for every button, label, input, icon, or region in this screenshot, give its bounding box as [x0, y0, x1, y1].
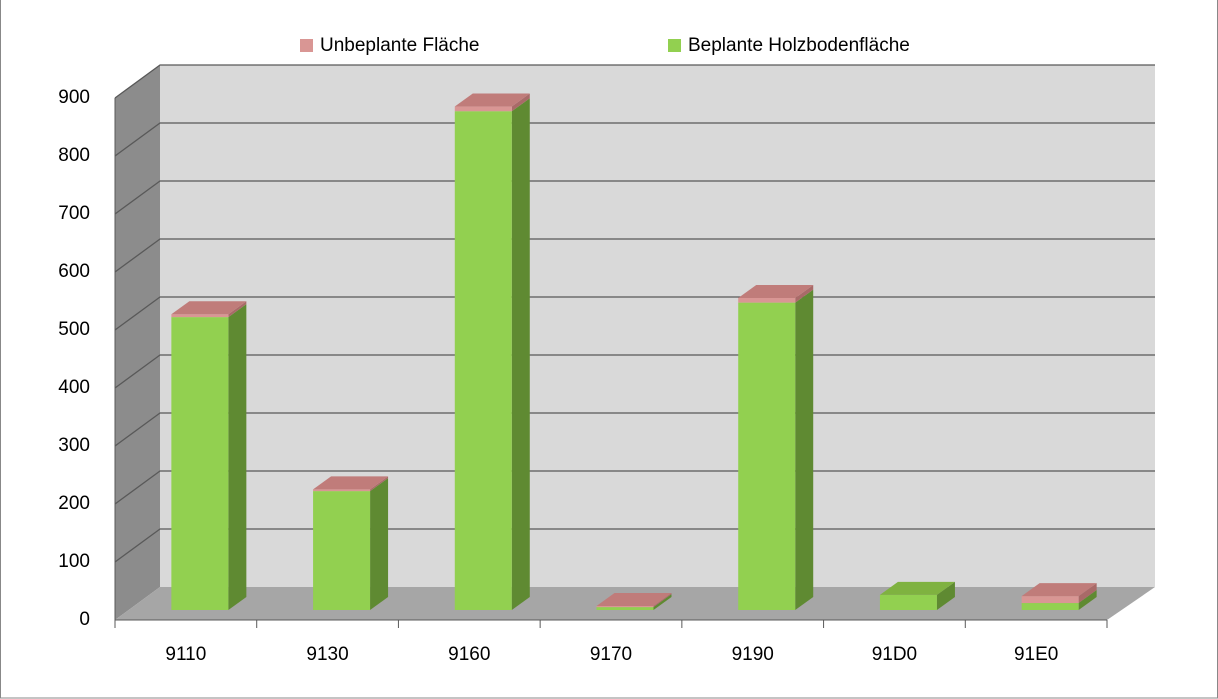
- legend-swatch: [668, 39, 681, 52]
- bar-side: [653, 592, 672, 608]
- legend-label: Beplante Holzbodenfläche: [688, 35, 910, 56]
- x-tick-label: 9160: [448, 644, 490, 665]
- bar-side: [228, 304, 247, 610]
- bar-side: [795, 284, 814, 303]
- y-tick-label: 200: [58, 493, 90, 514]
- y-tick-label: 100: [58, 551, 90, 572]
- x-tick-label: 91E0: [1014, 644, 1058, 665]
- y-tick-label: 600: [58, 261, 90, 282]
- bar: [171, 314, 229, 318]
- x-tick-label: 9110: [165, 644, 206, 665]
- bar-side: [511, 93, 530, 112]
- bar-top: [738, 284, 814, 298]
- bar-side: [936, 581, 955, 610]
- x-tick-label: 91D0: [872, 644, 917, 665]
- x-tick-label: 9130: [306, 644, 348, 665]
- legend-swatch: [300, 39, 313, 52]
- grid-line: [114, 296, 1155, 331]
- bar-side: [1078, 590, 1097, 610]
- bar: [596, 607, 654, 610]
- bar-side: [653, 594, 672, 610]
- bar-top: [313, 476, 389, 490]
- bar-top: [454, 93, 530, 107]
- y-tick-label: 400: [58, 377, 90, 398]
- bar: [171, 317, 229, 610]
- grid-line: [114, 412, 1155, 447]
- bar-side: [795, 289, 814, 610]
- grid-line: [114, 122, 1155, 157]
- bar-top: [1021, 583, 1097, 597]
- grid-line: [114, 528, 1155, 563]
- y-tick-label: 500: [58, 319, 90, 340]
- bar: [454, 111, 512, 610]
- bar: [1021, 603, 1079, 610]
- bar-side: [370, 476, 389, 492]
- bar: [879, 594, 937, 610]
- grid-line: [114, 180, 1155, 215]
- bar: [1021, 596, 1079, 604]
- y-tick-label: 700: [58, 203, 90, 224]
- bar: [454, 106, 512, 112]
- grid-line: [114, 64, 1155, 99]
- bar: [738, 297, 796, 303]
- grid-line: [114, 238, 1155, 273]
- legend-label: Unbeplante Fläche: [320, 35, 480, 56]
- bar: [738, 302, 796, 610]
- y-tick-label: 0: [79, 609, 90, 630]
- bar-side: [228, 301, 247, 318]
- bar-top: [596, 592, 672, 606]
- bar: [596, 605, 654, 608]
- grid-line: [114, 470, 1155, 505]
- y-tick-label: 800: [58, 145, 90, 166]
- side-wall: [115, 65, 160, 620]
- x-tick-label: 9170: [590, 644, 632, 665]
- bar-side: [511, 98, 530, 610]
- bar-side: [1078, 583, 1097, 604]
- bar-top: [171, 301, 247, 315]
- bar-top: [879, 581, 955, 595]
- grid-line: [114, 354, 1155, 389]
- bar: [313, 489, 371, 492]
- bar: [313, 491, 371, 610]
- bar-side: [370, 478, 389, 610]
- back-wall: [160, 65, 1155, 587]
- x-tick-label: 9190: [732, 644, 774, 665]
- y-tick-label: 900: [58, 87, 90, 108]
- y-tick-label: 300: [58, 435, 90, 456]
